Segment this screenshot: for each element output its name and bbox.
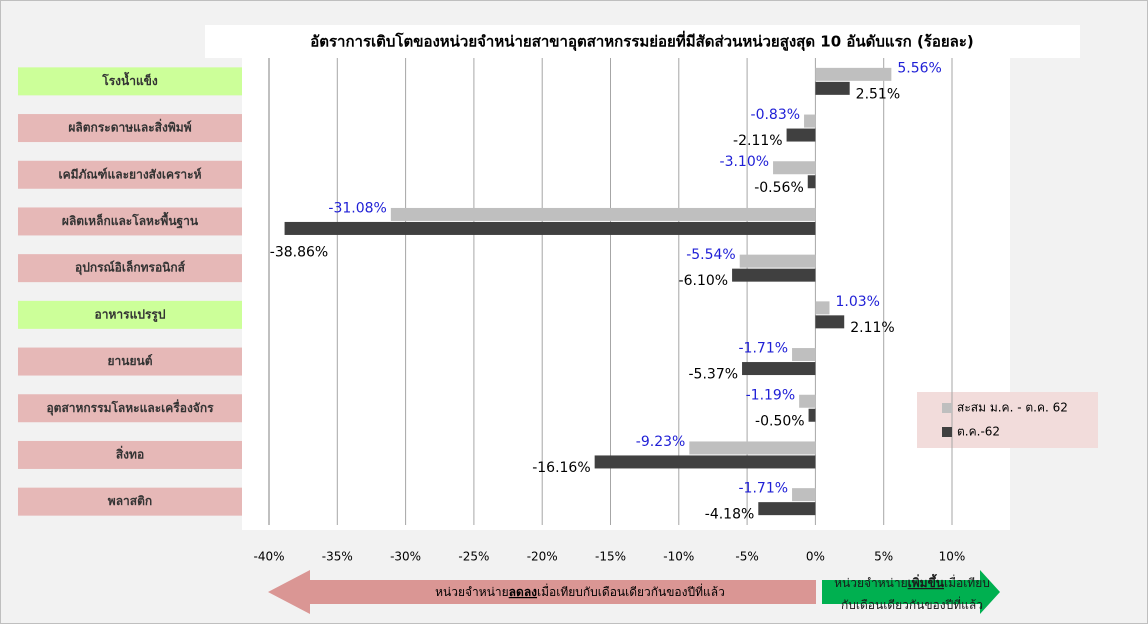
category-label: ผลิตกระดาษและสิ่งพิมพ์ <box>68 119 191 135</box>
value-label: -6.10% <box>679 273 729 289</box>
bar <box>284 221 816 235</box>
value-label: -1.71% <box>739 341 789 357</box>
value-label: -3.10% <box>720 154 770 170</box>
value-label: -0.50% <box>755 413 805 429</box>
x-tick-label: -40% <box>253 550 284 564</box>
value-label: 5.56% <box>897 60 941 76</box>
decrease-arrow <box>268 570 816 614</box>
category-box <box>18 347 242 376</box>
legend-label: สะสม ม.ค. - ต.ค. 62 <box>957 401 1068 415</box>
category-box <box>18 254 242 283</box>
value-label: -31.08% <box>328 200 386 216</box>
bar <box>815 301 830 315</box>
legend-label: ต.ค.-62 <box>957 425 1000 439</box>
category-label: โรงน้ำแข็ง <box>101 71 158 88</box>
value-label: -5.37% <box>689 367 739 383</box>
category-label: อาหารแปรรูป <box>95 307 166 322</box>
chart-title: อัตราการเติบโตของหน่วยจำหน่ายสาขาอุตสาหก… <box>310 31 974 52</box>
value-label: -38.86% <box>270 244 328 260</box>
x-tick-label: -5% <box>735 550 758 564</box>
x-tick-label: -10% <box>663 550 694 564</box>
bar <box>808 408 816 422</box>
category-label: ผลิตเหล็กและโลหะพื้นฐาน <box>62 211 199 229</box>
category-label: อุตสาหกรรมโลหะและเครื่องจักร <box>46 399 214 416</box>
category-box <box>18 160 242 189</box>
bar <box>807 175 816 189</box>
bar <box>732 268 816 282</box>
x-tick-label: -30% <box>390 550 421 564</box>
bar <box>815 67 892 81</box>
category-label: ยานยนต์ <box>108 354 153 368</box>
category-box <box>18 114 242 143</box>
x-tick-label: 5% <box>874 550 893 564</box>
increase-note: หน่วยจำหน่ายเพิ่มขึ้นเมื่อเทียบกับเดือนเ… <box>834 573 990 612</box>
bar <box>689 441 816 455</box>
bar <box>758 502 816 516</box>
bar <box>594 455 816 469</box>
legend-swatch <box>942 403 952 413</box>
category-label: อุปกรณ์อิเล็กทรอนิกส์ <box>75 260 186 276</box>
bar <box>390 207 816 221</box>
bar <box>792 348 816 362</box>
plot-area <box>242 40 1010 530</box>
category-box <box>18 394 242 423</box>
category-label: สิ่งทอ <box>116 445 144 461</box>
value-label: 2.51% <box>856 86 900 102</box>
bar <box>792 488 816 502</box>
value-label: -1.19% <box>746 387 796 403</box>
bar <box>773 161 816 175</box>
category-box <box>18 487 242 516</box>
legend-swatch <box>942 427 952 437</box>
value-label: -2.11% <box>733 133 783 149</box>
x-tick-label: -25% <box>458 550 489 564</box>
category-box <box>18 300 242 329</box>
value-label: 2.11% <box>850 320 894 336</box>
value-label: -9.23% <box>636 434 686 450</box>
bar <box>815 81 850 95</box>
legend-box <box>917 392 1098 448</box>
category-label: เคมีภัณฑ์และยางสังเคราะห์ <box>58 167 201 181</box>
category-box <box>18 67 242 96</box>
value-label: -0.56% <box>754 180 804 196</box>
value-label: -0.83% <box>751 107 801 123</box>
x-tick-label: -35% <box>322 550 353 564</box>
increase-arrow <box>822 570 1000 614</box>
category-box <box>18 207 242 236</box>
bar <box>742 362 816 376</box>
title-box <box>205 25 1080 58</box>
x-tick-label: 10% <box>939 550 966 564</box>
bar <box>739 254 816 268</box>
x-tick-label: -15% <box>595 550 626 564</box>
category-box <box>18 440 242 469</box>
bar <box>804 114 816 128</box>
decrease-note: หน่วยจำหน่ายลดลงเมื่อเทียบกับเดือนเดียวก… <box>435 583 725 599</box>
value-label: 1.03% <box>835 294 879 310</box>
x-tick-label: -20% <box>527 550 558 564</box>
x-tick-label: 0% <box>806 550 825 564</box>
value-label: -5.54% <box>686 247 736 263</box>
bar <box>786 128 816 142</box>
category-label: พลาสติก <box>108 494 152 508</box>
value-label: -4.18% <box>705 507 755 523</box>
bar <box>815 315 845 329</box>
value-label: -16.16% <box>532 460 590 476</box>
bar <box>799 394 816 408</box>
value-label: -1.71% <box>739 481 789 497</box>
